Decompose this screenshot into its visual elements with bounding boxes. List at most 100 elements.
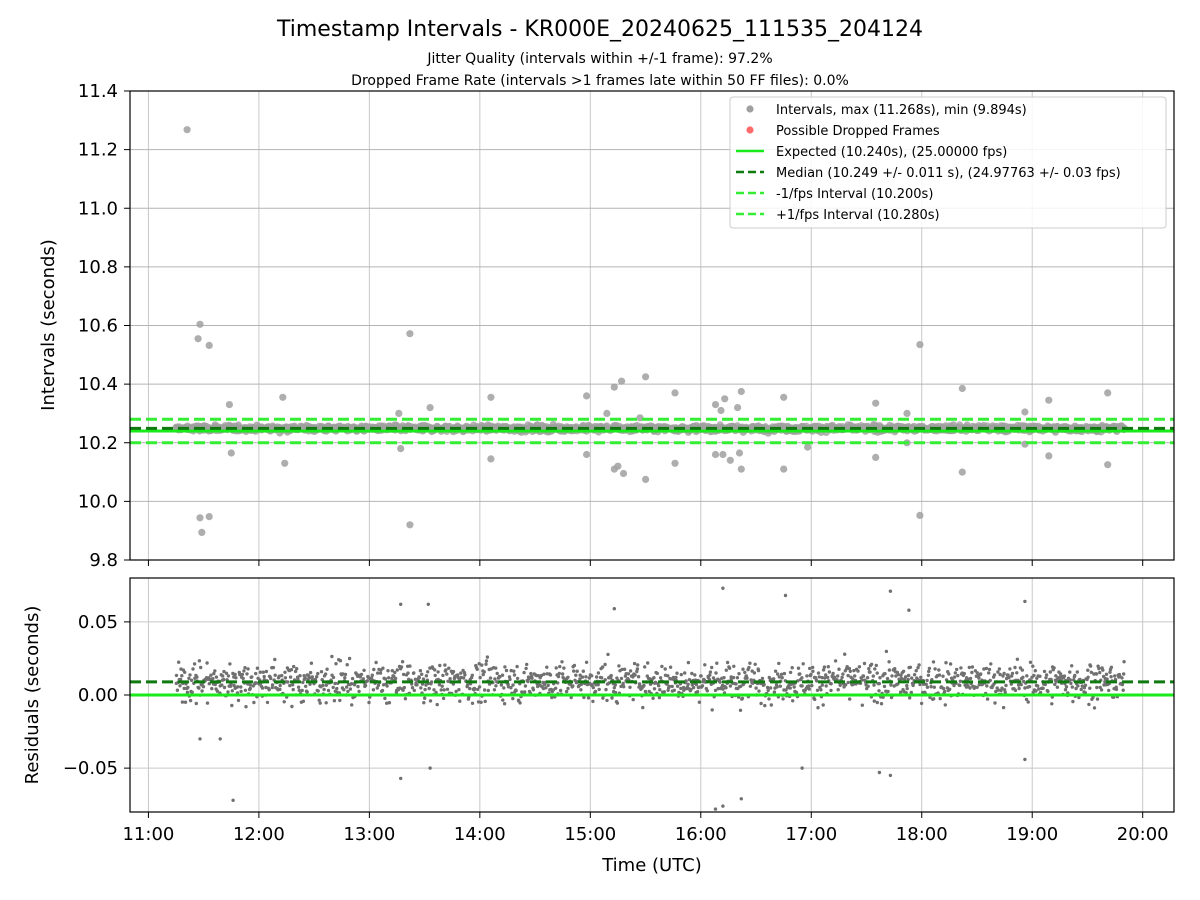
residual-point [319, 670, 324, 674]
residual-point [890, 674, 894, 678]
residual-point [560, 672, 565, 676]
residual-point [511, 683, 515, 687]
interval-point [198, 528, 206, 537]
residual-point [875, 671, 879, 675]
residual-point [748, 684, 753, 688]
residual-point [1013, 665, 1017, 670]
legend-label: Intervals, max (11.268s), min (9.894s) [776, 103, 1027, 118]
residual-point [581, 669, 585, 673]
residual-point [445, 687, 450, 691]
residual-point [307, 676, 312, 680]
residual-point [385, 684, 389, 688]
residual-point [872, 699, 876, 703]
residual-point [527, 677, 531, 681]
residual-point [713, 807, 718, 811]
residual-point [476, 700, 481, 704]
interval-point [183, 126, 191, 134]
residual-point [996, 688, 1001, 692]
residual-point [860, 678, 864, 682]
residual-point [187, 676, 191, 680]
residual-point [321, 683, 325, 688]
residual-point [387, 701, 392, 705]
residual-point [877, 689, 881, 693]
residual-point [385, 701, 389, 705]
residual-point [916, 666, 920, 670]
chart-title: Timestamp Intervals - KR000E_20240625_11… [276, 17, 923, 42]
residual-point [334, 662, 338, 666]
residual-point [1007, 675, 1011, 680]
legend-marker [746, 105, 754, 113]
residual-point [641, 705, 645, 710]
intervals-y-tick-label: 11.4 [78, 81, 118, 102]
legend-label: Possible Dropped Frames [776, 124, 940, 139]
interval-point [780, 393, 788, 401]
residual-point [466, 683, 470, 687]
residuals-y-axis: −0.05 0.00 0.05 [63, 612, 130, 779]
residual-point [186, 685, 190, 690]
residual-point [851, 677, 855, 681]
residual-point [297, 688, 301, 693]
residual-point [290, 704, 294, 709]
residual-point [210, 686, 214, 691]
residual-point [836, 688, 840, 692]
residual-point [782, 671, 787, 676]
residual-point [748, 661, 752, 665]
intervals-y-axis-label: Intervals (seconds) [38, 239, 59, 411]
residual-point [683, 671, 687, 675]
residual-point [333, 681, 337, 686]
residual-point [1078, 677, 1082, 682]
residual-point [824, 684, 828, 688]
residual-point [798, 672, 802, 676]
residual-point [937, 673, 942, 677]
residual-point [959, 666, 963, 670]
residual-point [562, 666, 566, 670]
residual-point [1052, 666, 1056, 670]
residual-point [941, 674, 945, 678]
residual-point [468, 686, 472, 691]
residual-point [326, 688, 331, 693]
residual-point [768, 686, 773, 690]
residual-point [572, 669, 576, 673]
residual-point [457, 688, 461, 692]
residual-point [1044, 673, 1049, 677]
residual-point [700, 684, 705, 688]
residual-point [873, 667, 877, 671]
interval-point [227, 449, 235, 457]
residual-point [566, 675, 570, 679]
residual-point [1098, 685, 1102, 690]
residual-point [482, 670, 486, 674]
residual-point [666, 674, 670, 678]
residual-point [651, 696, 655, 700]
residual-point [190, 690, 194, 694]
residual-point [498, 675, 502, 679]
residual-point [248, 683, 253, 687]
residual-point [1000, 686, 1004, 690]
residual-point [888, 773, 893, 778]
residual-point [345, 663, 349, 667]
residual-point [861, 674, 866, 678]
residual-point [967, 665, 971, 670]
residual-point [901, 669, 906, 673]
interval-point [426, 404, 434, 412]
residual-point [821, 703, 825, 707]
residual-point [417, 675, 421, 680]
residual-point [887, 668, 892, 672]
residual-point [1105, 677, 1109, 681]
residual-point [693, 673, 697, 677]
residual-point [222, 685, 227, 690]
residual-point [1098, 670, 1102, 675]
interval-point [618, 377, 626, 385]
residual-point [846, 680, 850, 685]
residual-point [844, 683, 848, 687]
residual-point [851, 682, 855, 686]
time-x-tick-label: 16:00 [675, 824, 727, 845]
residual-point [1001, 705, 1006, 710]
residual-point [584, 660, 589, 664]
residual-point [282, 700, 286, 704]
residual-point [877, 770, 882, 775]
residual-point [731, 675, 736, 680]
residual-point [477, 685, 482, 689]
intervals-y-tick-label: 10.8 [78, 257, 118, 278]
residual-point [767, 697, 771, 701]
intervals-y-tick-label: 9.8 [89, 550, 118, 571]
